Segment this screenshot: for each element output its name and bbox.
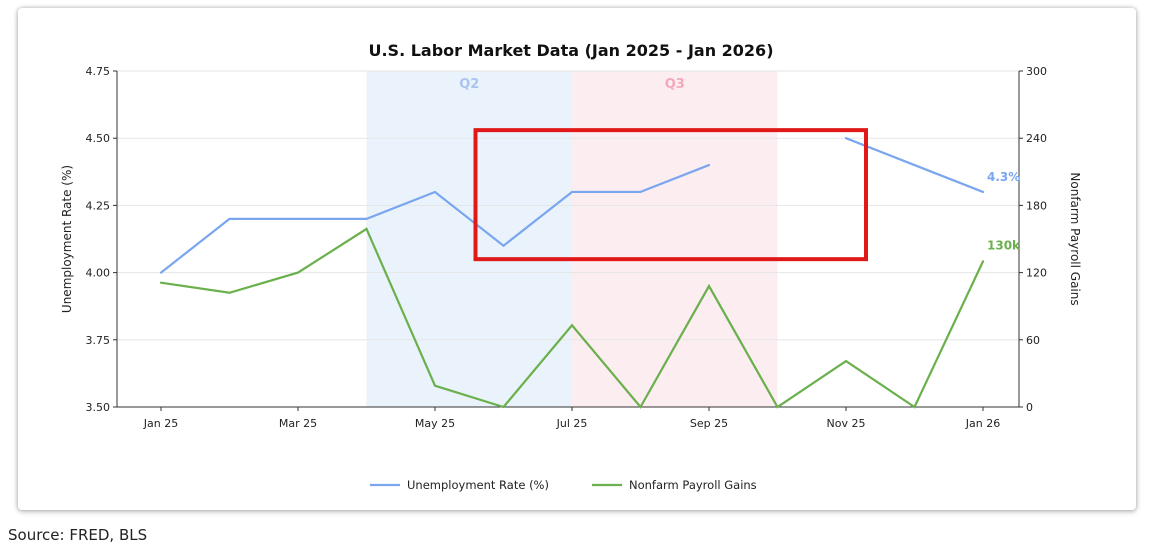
chart-title: U.S. Labor Market Data (Jan 2025 - Jan 2… (368, 41, 773, 60)
x-tick-label: Nov 25 (827, 417, 866, 430)
left-tick-label: 4.25 (86, 199, 111, 212)
x-tick-label: Jul 25 (556, 417, 588, 430)
left-tick-label: 4.50 (86, 132, 111, 145)
left-tick-label: 3.75 (86, 334, 111, 347)
x-tick-label: Mar 25 (279, 417, 317, 430)
left-tick-label: 4.75 (86, 65, 111, 78)
left-tick-label: 4.00 (86, 267, 111, 280)
right-axis-title: Nonfarm Payroll Gains (1068, 172, 1082, 305)
right-tick-label: 60 (1026, 334, 1040, 347)
series-line-unemployment (159, 163, 711, 274)
right-tick-label: 300 (1026, 65, 1047, 78)
x-tick-label: Jan 25 (143, 417, 178, 430)
right-tick-label: 0 (1026, 401, 1033, 414)
region-label-q2: Q2 (459, 77, 479, 92)
right-tick-label: 180 (1026, 199, 1047, 212)
right-tick-label: 120 (1026, 267, 1047, 280)
x-tick-label: Sep 25 (690, 417, 728, 430)
shaded-region-q3 (572, 71, 778, 407)
region-label-q3: Q3 (665, 77, 685, 92)
legend-label-payroll: Nonfarm Payroll Gains (629, 478, 757, 492)
chart-card: Q2 Q3 3.50 3.75 4.00 4.25 4.50 4.75 0 60 120 180 240… (18, 8, 1136, 510)
series-line-unemployment (844, 137, 985, 194)
x-tick-label: Jan 26 (965, 417, 1000, 430)
legend-label-unemployment: Unemployment Rate (%) (407, 478, 549, 492)
right-tick-label: 240 (1026, 132, 1047, 145)
end-label-payroll: 130k (987, 238, 1021, 252)
left-tick-label: 3.50 (86, 401, 111, 414)
x-tick-label: May 25 (415, 417, 455, 430)
end-label-unemployment: 4.3% (987, 170, 1020, 184)
highlight-box (473, 128, 868, 262)
source-note: Source: FRED, BLS (8, 526, 148, 544)
chart-svg: Q2 Q3 3.50 3.75 4.00 4.25 4.50 4.75 0 60 120 180 240… (60, 41, 1082, 492)
left-axis-title: Unemployment Rate (%) (60, 165, 74, 313)
series-line-payroll (159, 227, 985, 409)
shaded-region-q2 (366, 71, 572, 407)
